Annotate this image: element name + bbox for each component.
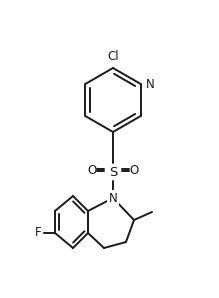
Text: O: O — [87, 164, 97, 176]
Text: Cl: Cl — [107, 50, 119, 63]
Text: O: O — [129, 164, 139, 176]
Text: S: S — [109, 165, 117, 179]
Text: F: F — [35, 226, 41, 240]
Text: N: N — [109, 192, 117, 204]
Text: N: N — [146, 77, 154, 91]
